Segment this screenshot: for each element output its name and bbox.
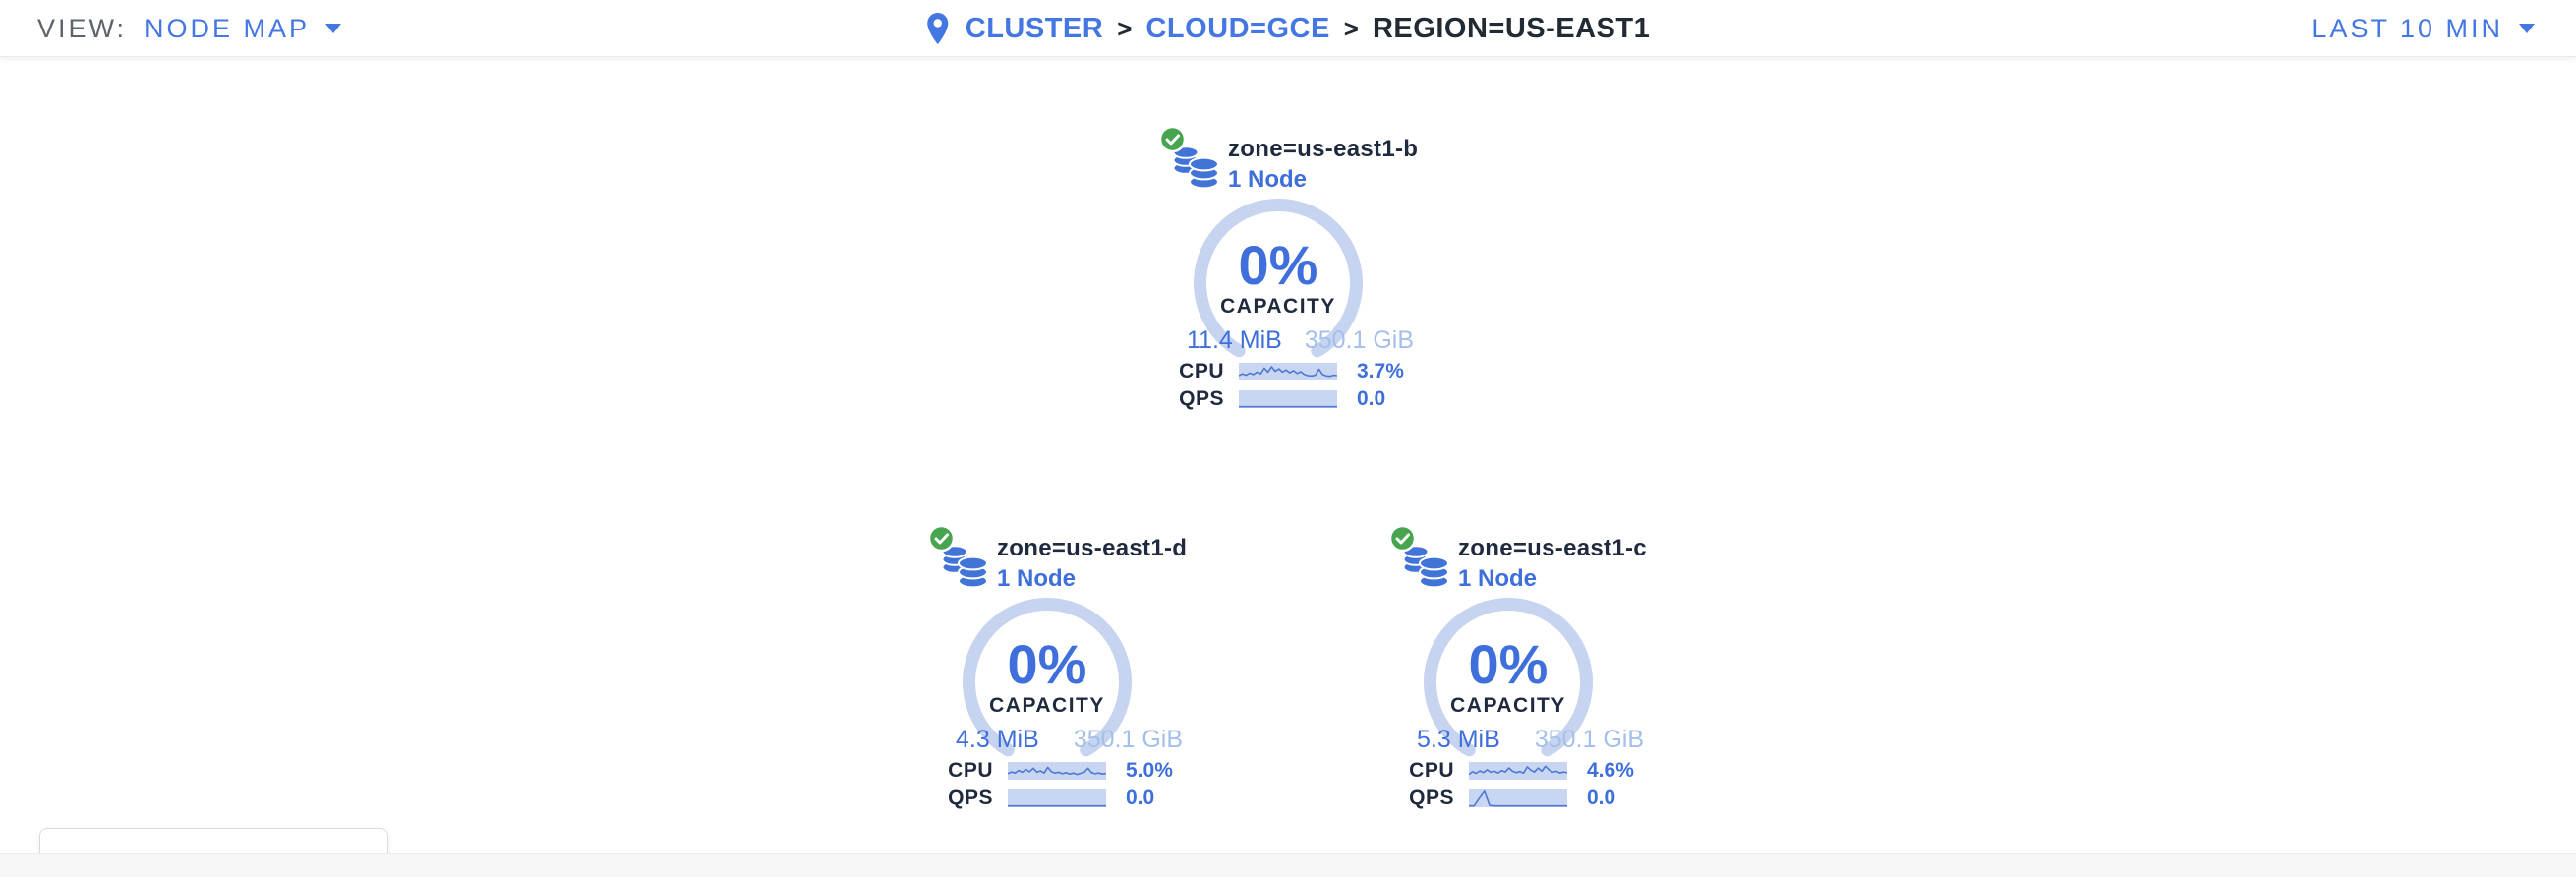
- cpu-sparkline: [1469, 762, 1567, 780]
- view-selected-value: NODE MAP: [145, 13, 311, 43]
- capacity-percent: 0%: [1007, 633, 1087, 695]
- capacity-used: 11.4 MiB: [1187, 326, 1282, 354]
- bottom-strip: [0, 853, 2576, 877]
- zone-name: zone=us-east1-d: [997, 535, 1188, 561]
- zone-name: zone=us-east1-b: [1228, 136, 1419, 162]
- capacity-label: CAPACITY: [989, 694, 1105, 717]
- qps-label: QPS: [1409, 787, 1454, 809]
- view-label: VIEW:: [37, 13, 128, 43]
- topbar: VIEW: NODE MAP CLUSTER > CLOUD=GCE > REG…: [0, 0, 2576, 57]
- cpu-label: CPU: [948, 759, 993, 782]
- database-stack-icon: [1173, 146, 1219, 189]
- capacity-percent: 0%: [1468, 633, 1549, 695]
- healthy-check-icon: [1388, 524, 1417, 553]
- qps-value: 0.0: [1587, 787, 1616, 809]
- zone-card-us-east1-d[interactable]: zone=us-east1-d 1 Node 0% CAPACITY 4.3 M…: [927, 524, 1188, 812]
- cpu-sparkline: [1008, 762, 1106, 780]
- view-selector-dropdown[interactable]: VIEW: NODE MAP: [37, 0, 342, 57]
- qps-metric-row: QPS 0.0: [1389, 787, 1647, 810]
- qps-sparkline: [1239, 390, 1337, 408]
- capacity-total: 350.1 GiB: [1073, 726, 1183, 753]
- chevron-down-icon: [325, 24, 342, 33]
- qps-label: QPS: [1179, 387, 1224, 410]
- capacity-values-row: 5.3 MiB 350.1 GiB: [1417, 726, 1644, 754]
- breadcrumb-cluster-link[interactable]: CLUSTER: [965, 12, 1104, 44]
- time-range-value: LAST 10 MIN: [2312, 13, 2503, 43]
- qps-sparkline: [1008, 789, 1106, 807]
- qps-label: QPS: [948, 787, 993, 809]
- node-map-canvas: zone=us-east1-b 1 Node 0% CAPACITY 11.4 …: [0, 57, 2576, 877]
- cpu-label: CPU: [1179, 360, 1224, 382]
- breadcrumb: CLUSTER > CLOUD=GCE > REGION=US-EAST1: [926, 0, 1650, 57]
- capacity-label: CAPACITY: [1450, 694, 1566, 717]
- capacity-values-row: 4.3 MiB 350.1 GiB: [956, 726, 1183, 754]
- capacity-total: 350.1 GiB: [1304, 326, 1414, 354]
- capacity-total: 350.1 GiB: [1534, 726, 1644, 753]
- database-stack-icon: [942, 545, 988, 588]
- location-pin-icon: [927, 13, 949, 44]
- qps-value: 0.0: [1126, 787, 1155, 809]
- chevron-down-icon: [2519, 24, 2535, 33]
- breadcrumb-separator: >: [1343, 13, 1359, 43]
- cpu-metric-row: CPU 3.7%: [1159, 360, 1417, 383]
- zone-card-us-east1-b[interactable]: zone=us-east1-b 1 Node 0% CAPACITY 11.4 …: [1158, 125, 1419, 413]
- database-stack-icon: [1403, 545, 1449, 588]
- qps-sparkline: [1469, 789, 1567, 807]
- qps-metric-row: QPS 0.0: [1159, 387, 1417, 411]
- zone-node-count: 1 Node: [1458, 565, 1538, 592]
- breadcrumb-cloud-gce-link[interactable]: CLOUD=GCE: [1145, 12, 1330, 44]
- zone-card-us-east1-c[interactable]: zone=us-east1-c 1 Node 0% CAPACITY 5.3 M…: [1388, 524, 1647, 812]
- capacity-used: 4.3 MiB: [956, 726, 1039, 753]
- zone-node-count: 1 Node: [997, 565, 1077, 592]
- capacity-used: 5.3 MiB: [1417, 726, 1500, 753]
- capacity-gauge-arc: [1194, 199, 1363, 358]
- cpu-value: 3.7%: [1357, 360, 1404, 382]
- cpu-value: 5.0%: [1126, 759, 1173, 782]
- healthy-check-icon: [927, 524, 956, 553]
- time-range-dropdown[interactable]: LAST 10 MIN: [2312, 0, 2535, 57]
- capacity-percent: 0%: [1238, 234, 1318, 296]
- qps-metric-row: QPS 0.0: [928, 787, 1186, 810]
- breadcrumb-separator: >: [1117, 13, 1133, 43]
- capacity-values-row: 11.4 MiB 350.1 GiB: [1187, 326, 1414, 355]
- zone-node-count: 1 Node: [1228, 166, 1308, 193]
- qps-value: 0.0: [1357, 387, 1386, 410]
- capacity-gauge-arc: [963, 598, 1132, 757]
- cpu-value: 4.6%: [1587, 759, 1634, 782]
- cpu-metric-row: CPU 4.6%: [1389, 759, 1647, 783]
- healthy-check-icon: [1158, 125, 1187, 153]
- capacity-gauge-arc: [1424, 598, 1593, 757]
- breadcrumb-current-region: REGION=US-EAST1: [1372, 12, 1651, 44]
- cpu-sparkline: [1239, 363, 1337, 380]
- zone-name: zone=us-east1-c: [1458, 535, 1647, 561]
- capacity-label: CAPACITY: [1220, 295, 1336, 318]
- cpu-label: CPU: [1409, 759, 1454, 782]
- cpu-metric-row: CPU 5.0%: [928, 759, 1186, 783]
